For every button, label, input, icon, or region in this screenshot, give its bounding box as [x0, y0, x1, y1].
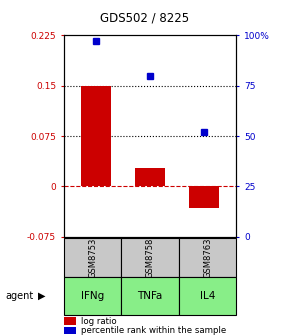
Text: GSM8763: GSM8763	[203, 237, 212, 278]
Bar	[135, 168, 165, 186]
Bar	[179, 277, 236, 315]
Text: agent: agent	[6, 291, 34, 301]
Text: GSM8753: GSM8753	[88, 237, 97, 278]
Bar	[64, 317, 76, 325]
Bar	[81, 86, 111, 186]
Bar	[121, 277, 179, 315]
Text: GDS502 / 8225: GDS502 / 8225	[100, 12, 190, 25]
Text: IFNg: IFNg	[81, 291, 104, 301]
Text: IL4: IL4	[200, 291, 215, 301]
Text: GSM8758: GSM8758	[146, 237, 155, 278]
Bar	[179, 238, 236, 277]
Bar	[64, 327, 76, 334]
Text: TNFa: TNFa	[137, 291, 163, 301]
Bar	[64, 277, 121, 315]
Text: percentile rank within the sample: percentile rank within the sample	[81, 326, 226, 335]
Text: log ratio: log ratio	[81, 317, 116, 326]
Bar	[121, 238, 179, 277]
Bar	[189, 186, 219, 208]
Text: ▶: ▶	[38, 291, 46, 301]
Bar	[64, 238, 121, 277]
